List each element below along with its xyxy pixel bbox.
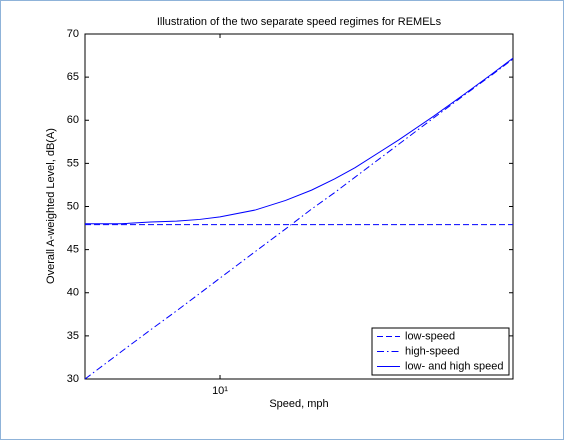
y-tick-label: 70 [67, 28, 79, 40]
legend-label: low- and high speed [405, 360, 503, 372]
y-tick-label: 45 [67, 244, 79, 256]
plot-frame [84, 33, 514, 380]
data-line [85, 57, 514, 225]
y-axis-label: Overall A-weighted Level, dB(A) [45, 128, 57, 284]
y-tick-label: 50 [67, 200, 79, 212]
y-tick-label: 35 [67, 330, 79, 342]
chart-title: Illustration of the two separate speed r… [157, 16, 442, 28]
x-axis-label: Speed, mph [269, 398, 328, 410]
legend-label: low-speed [405, 330, 455, 342]
data-line [84, 58, 514, 380]
x-tick-label: 10¹ [212, 385, 228, 397]
y-tick-label: 40 [67, 287, 79, 299]
legend-label: high-speed [405, 345, 459, 357]
y-tick-label: 30 [67, 373, 79, 385]
y-tick-label: 60 [67, 114, 79, 126]
y-tick-label: 65 [67, 71, 79, 83]
y-tick-label: 55 [67, 157, 79, 169]
